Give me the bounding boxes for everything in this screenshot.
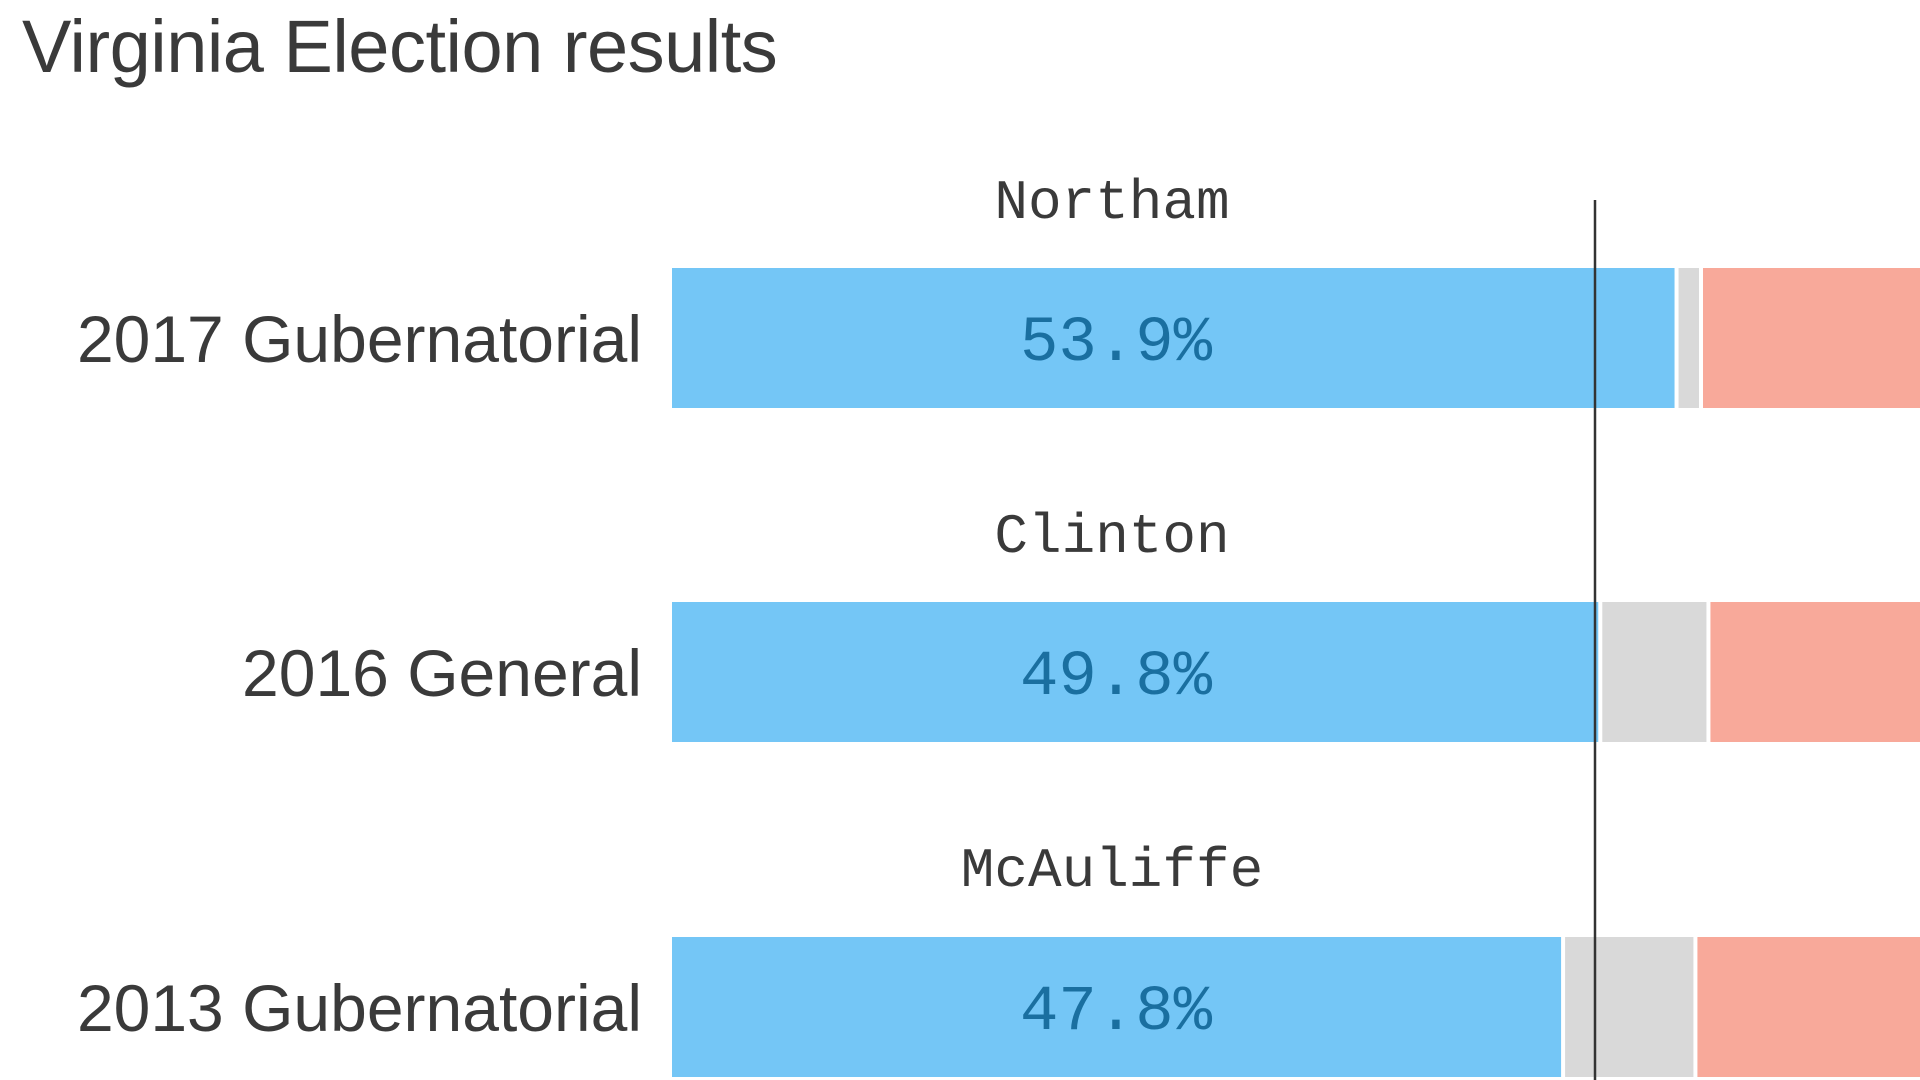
row-category-label: 2017 Gubernatorial [77, 302, 642, 376]
republican-bar [1697, 937, 1920, 1077]
republican-bar [1710, 602, 1920, 742]
chart-title: Virginia Election results [22, 5, 778, 88]
candidate-name-label: Northam [994, 171, 1229, 235]
candidate-name-label: McAuliffe [961, 839, 1263, 903]
democrat-value-label: 53.9% [1020, 308, 1213, 380]
row-category-label: 2016 General [242, 636, 642, 710]
democrat-value-label: 47.8% [1020, 977, 1213, 1049]
row-category-label: 2013 Gubernatorial [77, 971, 642, 1045]
candidate-name-label: Clinton [994, 505, 1229, 569]
democrat-bar [672, 268, 1675, 408]
other-bar [1565, 937, 1694, 1077]
republican-bar [1703, 268, 1920, 408]
democrat-bar [672, 937, 1562, 1077]
other-bar [1602, 602, 1707, 742]
other-bar [1678, 268, 1699, 408]
democrat-bar [672, 602, 1599, 742]
democrat-value-label: 49.8% [1020, 642, 1213, 714]
